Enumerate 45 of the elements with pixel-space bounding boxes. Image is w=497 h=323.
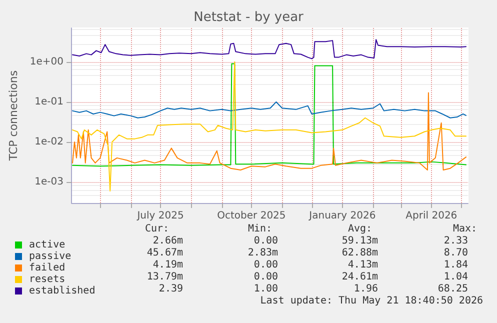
text: Last update: Thu May 21 18:40:50 2026 bbox=[260, 296, 484, 306]
x-tick-label: January 2026 bbox=[308, 210, 376, 222]
text: 59.13m bbox=[342, 236, 378, 246]
text: 8.70 bbox=[444, 248, 468, 258]
text: Cur: bbox=[145, 224, 170, 234]
legend-label: active bbox=[29, 240, 66, 250]
legend-label: failed bbox=[29, 262, 66, 274]
line-series bbox=[72, 63, 467, 167]
text: 1.96 bbox=[354, 284, 378, 294]
legend-label: passive bbox=[29, 251, 72, 262]
text: 0.00 bbox=[254, 236, 278, 246]
text: 62.88m bbox=[342, 248, 378, 258]
y-tick-label: 1e-01 bbox=[34, 96, 64, 108]
line-series bbox=[72, 61, 467, 192]
text: 4.19m bbox=[152, 260, 184, 270]
text: 2.66m bbox=[152, 236, 184, 246]
line-series bbox=[72, 101, 467, 118]
text: 13.79m bbox=[146, 272, 183, 282]
text: Max: bbox=[453, 224, 478, 234]
text: 0.00 bbox=[254, 272, 278, 282]
text: 68.25 bbox=[438, 284, 468, 294]
legend-label: established bbox=[29, 286, 96, 296]
text: 1.00 bbox=[254, 284, 278, 294]
y-tick-label: 1e-03 bbox=[34, 176, 64, 188]
y-tick-label: 1e-02 bbox=[34, 136, 64, 148]
text: 4.13m bbox=[348, 260, 378, 270]
text: 1.84 bbox=[444, 260, 468, 270]
text: 45.67m bbox=[146, 248, 183, 258]
legend-label: resets bbox=[29, 274, 66, 285]
text: 2.83m bbox=[248, 248, 278, 258]
y-tick-label: 1e+00 bbox=[30, 56, 64, 68]
x-tick-label: April 2026 bbox=[406, 210, 458, 222]
text: 2.33 bbox=[444, 236, 468, 246]
text: 2.39 bbox=[158, 284, 184, 294]
x-tick-label: July 2025 bbox=[136, 210, 184, 222]
y-axis-title: TCP connections bbox=[7, 70, 20, 162]
text: 1.04 bbox=[444, 272, 468, 282]
text: Avg: bbox=[348, 224, 372, 234]
chart-title: Netstat - by year bbox=[194, 10, 304, 25]
x-tick-label: October 2025 bbox=[217, 210, 286, 222]
text: 24.61m bbox=[342, 272, 378, 282]
line-series bbox=[72, 92, 467, 170]
text: Min: bbox=[248, 224, 272, 234]
line-series bbox=[72, 39, 467, 60]
text: 0.00 bbox=[254, 260, 278, 270]
